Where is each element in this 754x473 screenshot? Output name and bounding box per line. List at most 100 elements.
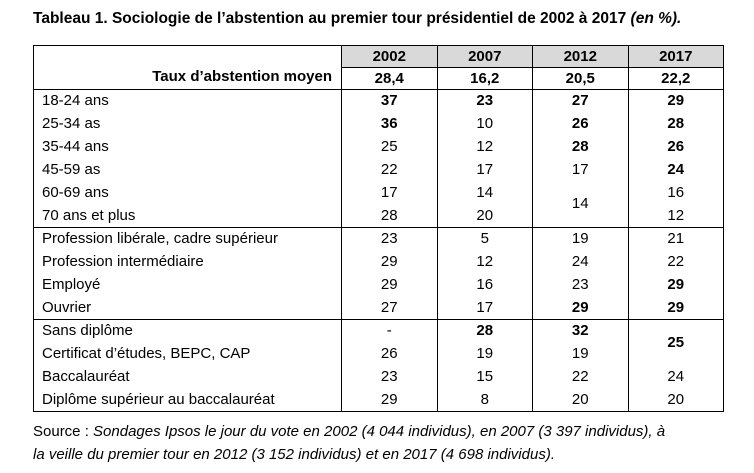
table-body: 18-24 ans 37 23 27 29 25-34 as 36 10 26 28 35-44 a… [33, 89, 724, 412]
value-cell: 25 [341, 135, 438, 159]
value-cell: 17 [436, 296, 533, 320]
source-line-2: la veille du premier tour en 2012 (3 152… [33, 446, 555, 463]
value-cell: 16 [436, 273, 533, 297]
value-cell: 29 [341, 273, 438, 297]
average-value-cell: 28,4 [341, 67, 438, 90]
average-value-cell: 22,2 [627, 67, 724, 90]
table-row: Ouvrier 27 17 29 29 [33, 296, 724, 320]
value-cell: 8 [436, 388, 533, 412]
value-cell: 5 [436, 227, 533, 251]
value-cell: 26 [532, 112, 629, 136]
value-cell: 24 [627, 365, 724, 389]
value-cell: 23 [532, 273, 629, 297]
value-cell: 15 [436, 365, 533, 389]
value-cell: 16 [627, 181, 724, 205]
value-cell: 14 [436, 181, 533, 205]
table-row: Baccalauréat 23 15 22 24 [33, 365, 724, 389]
value-cell: 26 [627, 135, 724, 159]
value-cell: 10 [436, 112, 533, 136]
value-cell: 27 [341, 296, 438, 320]
value-cell: - [341, 319, 438, 343]
table-row: Profession intermédiaire 29 12 24 22 [33, 250, 724, 274]
year-header-cell: 2012 [532, 45, 629, 68]
value-cell: 26 [341, 342, 438, 366]
value-cell: 23 [341, 227, 438, 251]
corner-label-cell: Taux d’abstention moyen [33, 45, 342, 90]
value-cell: 36 [341, 112, 438, 136]
value-cell: 22 [341, 158, 438, 182]
source-line-1: Source : Sondages Ipsos le jour du vote … [33, 420, 723, 443]
value-cell: 32 [532, 319, 629, 343]
row-label-cell: Certificat d’études, BEPC, CAP [33, 342, 342, 366]
table-row: 18-24 ans 37 23 27 29 [33, 89, 724, 113]
value-cell: 29 [532, 296, 629, 320]
row-label-cell: 18-24 ans [33, 89, 342, 113]
source-label: Source : [33, 423, 89, 440]
table-row: Profession libérale, cadre supérieur 23 5 1… [33, 227, 724, 251]
source-note: Source : Sondages Ipsos le jour du vote … [33, 420, 723, 466]
row-label-cell: 35-44 ans [33, 135, 342, 159]
value-cell: 14 [532, 181, 629, 228]
value-cell: 25 [627, 319, 724, 366]
value-cell: 29 [627, 296, 724, 320]
value-cell: 28 [341, 204, 438, 228]
row-label-cell: 25-34 as [33, 112, 342, 136]
row-label-cell: Baccalauréat [33, 365, 342, 389]
value-cell: 17 [532, 158, 629, 182]
table-row: Employé 29 16 23 29 [33, 273, 724, 297]
average-value-cell: 16,2 [436, 67, 533, 90]
table-title: Tableau 1. Sociologie de l’abstention au… [33, 9, 723, 28]
row-label-cell: 45-59 as [33, 158, 342, 182]
value-cell: 12 [436, 135, 533, 159]
value-cell: 12 [436, 250, 533, 274]
average-value-cell: 20,5 [532, 67, 629, 90]
abstention-table: Taux d’abstention moyen 2002 2007 2012 2… [33, 45, 724, 412]
value-cell: 28 [627, 112, 724, 136]
value-cell: 24 [627, 158, 724, 182]
value-cell: 19 [436, 342, 533, 366]
value-cell: 29 [341, 250, 438, 274]
value-cell: 28 [532, 135, 629, 159]
row-label-cell: Profession intermédiaire [33, 250, 342, 274]
table-row: 25-34 as 36 10 26 28 [33, 112, 724, 136]
table-title-text: Tableau 1. Sociologie de l’abstention au… [33, 10, 627, 27]
value-cell: 20 [532, 388, 629, 412]
row-label-cell: 60-69 ans [33, 181, 342, 205]
row-label-cell: Diplôme supérieur au baccalauréat [33, 388, 342, 412]
value-cell: 23 [341, 365, 438, 389]
value-cell: 37 [341, 89, 438, 113]
value-cell: 17 [341, 181, 438, 205]
table-row: 35-44 ans 25 12 28 26 [33, 135, 724, 159]
year-header-cell: 2017 [627, 45, 724, 68]
year-header-cell: 2002 [341, 45, 438, 68]
row-label-cell: Employé [33, 273, 342, 297]
value-cell: 27 [532, 89, 629, 113]
value-cell: 20 [436, 204, 533, 228]
value-cell: 29 [627, 273, 724, 297]
row-label-cell: Sans diplôme [33, 319, 342, 343]
value-cell: 22 [532, 365, 629, 389]
row-label-cell: Profession libérale, cadre supérieur [33, 227, 342, 251]
table-row: 60-69 ans 17 14 14 16 [33, 181, 724, 228]
value-cell: 19 [532, 342, 629, 366]
table-row: 45-59 as 22 17 17 24 [33, 158, 724, 182]
source-text-1: Sondages Ipsos le jour du vote en 2002 (… [93, 423, 666, 440]
year-header-cell: 2007 [436, 45, 533, 68]
value-cell: 22 [627, 250, 724, 274]
table-row: Certificat d’études, BEPC, CAP 26 19 19 [33, 342, 724, 366]
value-cell: 12 [627, 204, 724, 228]
value-cell: 19 [532, 227, 629, 251]
table-row: Sans diplôme -28 32 25 [33, 319, 724, 366]
table-title-unit-note: (en %). [630, 10, 682, 27]
value-cell: 29 [627, 89, 724, 113]
value-cell: 24 [532, 250, 629, 274]
value-cell: 17 [436, 158, 533, 182]
average-row: 28,4 16,2 20,5 22,2 [34, 67, 724, 90]
value-cell: 29 [341, 388, 438, 412]
value-cell: 28 [436, 319, 533, 343]
row-label-cell: 70 ans et plus [33, 204, 342, 228]
table-row: Diplôme supérieur au baccalauréat 29 8 20 20 [33, 388, 724, 412]
row-label-cell: Ouvrier [33, 296, 342, 320]
table-row: 70 ans et plus 28 20 12 [33, 204, 724, 228]
